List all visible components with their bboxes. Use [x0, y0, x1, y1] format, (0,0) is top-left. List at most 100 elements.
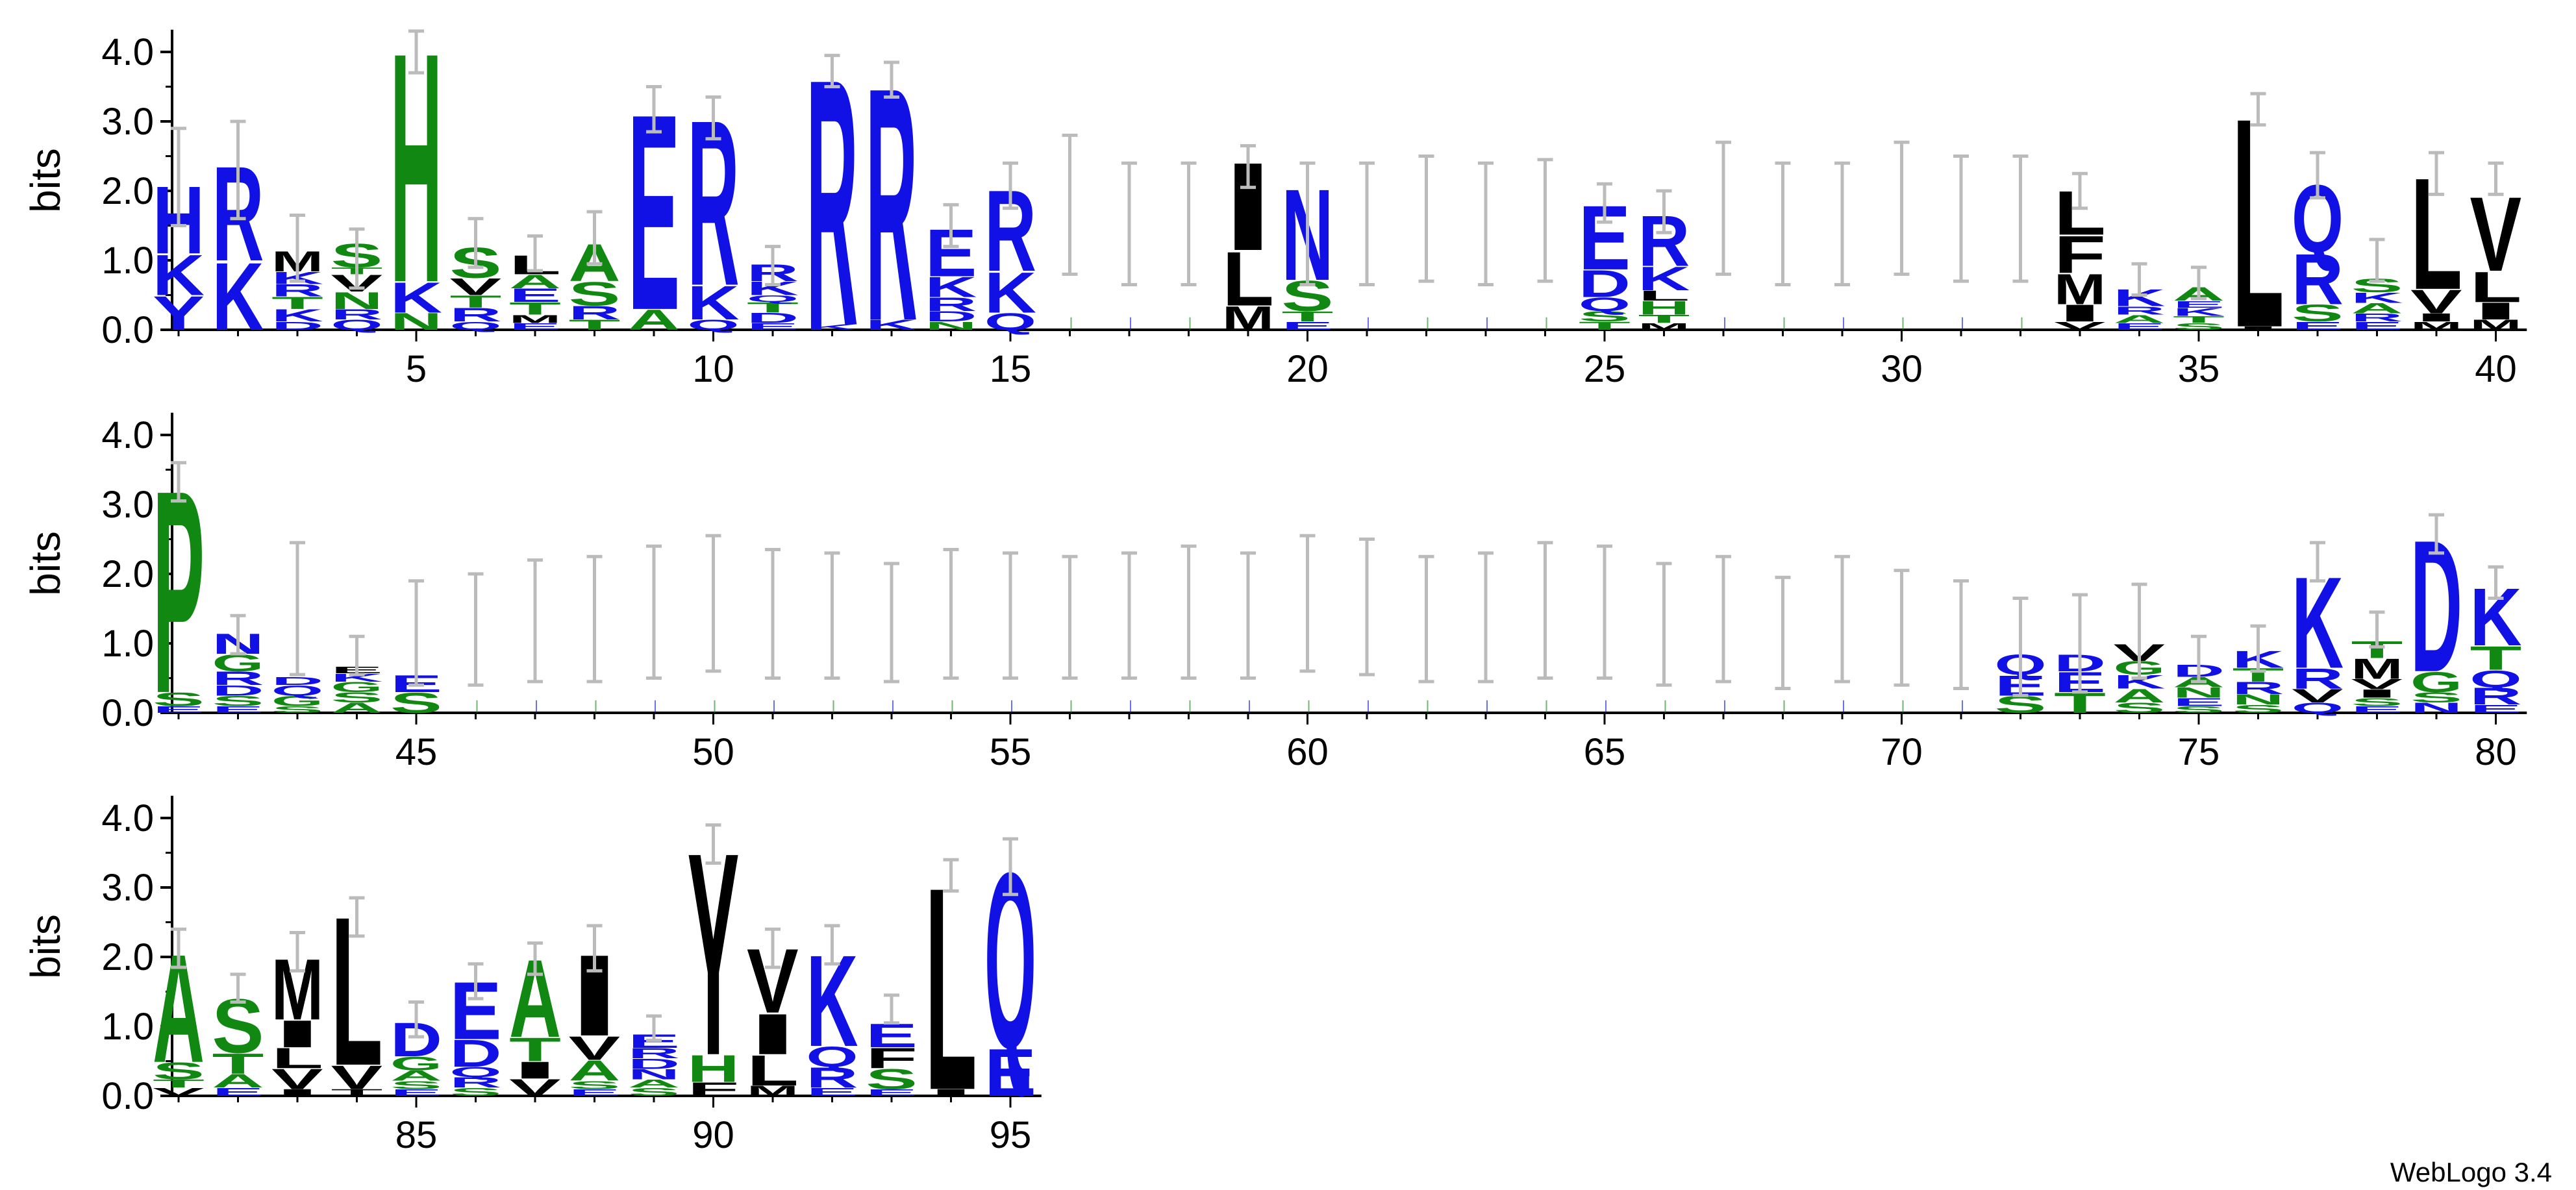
- error-bar: [1181, 161, 1197, 286]
- error-bar: [2191, 634, 2207, 684]
- logo-letter: T: [450, 292, 502, 312]
- logo-letter: S: [2114, 700, 2166, 716]
- error-bar: [2131, 582, 2147, 680]
- logo-column-47: [527, 558, 543, 713]
- error-bar: [1359, 161, 1375, 286]
- logo-column-55: [1003, 551, 1018, 713]
- logo-column-89: SANDRE: [628, 1014, 680, 1098]
- logo-letter: E: [153, 704, 205, 715]
- logo-letter: A: [2114, 686, 2166, 707]
- logo-letter: Q: [271, 682, 323, 699]
- logo-letter: M: [1638, 321, 1690, 332]
- logo-letter: R: [2232, 678, 2284, 698]
- logo-letter: E: [1282, 319, 1334, 332]
- logo-letter: D: [1579, 262, 1631, 305]
- error-bar: [1894, 140, 1910, 276]
- logo-letter: S: [390, 687, 442, 719]
- logo-column-2: KR: [212, 119, 264, 351]
- error-bar: [646, 1014, 662, 1042]
- y-tick-label: 3.0: [101, 867, 154, 909]
- error-bar: [1716, 140, 1731, 276]
- logo-column-63: [1478, 551, 1494, 713]
- logo-letter: E: [2292, 319, 2344, 332]
- x-tick-label: 5: [406, 348, 427, 390]
- y-axis-label: bits: [22, 148, 69, 213]
- x-tick-label: 75: [2178, 731, 2220, 773]
- error-bar: [230, 119, 246, 221]
- logo-letter: R: [628, 1045, 680, 1061]
- logo-letter: A: [628, 1077, 680, 1090]
- x-tick-label: 30: [1881, 348, 1923, 390]
- logo-letter: S: [569, 275, 621, 313]
- logo-letter: I: [271, 1013, 323, 1056]
- y-tick-label: 2.0: [101, 936, 154, 978]
- logo-letter: V: [509, 1074, 561, 1101]
- logo-letter: K: [390, 273, 442, 322]
- logo-letter: K: [2351, 290, 2403, 306]
- y-tick-label: 3.0: [101, 484, 154, 526]
- logo-letter: V: [331, 1058, 383, 1096]
- error-bar: [171, 927, 186, 969]
- logo-letter: S: [2292, 300, 2344, 327]
- logo-letter: T: [212, 1047, 264, 1080]
- logo-letter: Q: [688, 317, 740, 333]
- logo-letter: D: [747, 310, 799, 326]
- error-bar: [468, 572, 484, 687]
- logo-column-53: [884, 562, 899, 713]
- logo-letter: R: [271, 281, 323, 301]
- x-tick-label: 35: [2178, 348, 2220, 390]
- logo-letter: E: [747, 321, 799, 332]
- error-bar: [2488, 565, 2504, 600]
- logo-column-51: [765, 548, 781, 713]
- logo-column-64: [1537, 541, 1553, 713]
- logo-column-28: [1775, 161, 1791, 330]
- logo-letter: L: [271, 1042, 323, 1074]
- logo-letter: A: [331, 700, 383, 716]
- logo-letter: E: [866, 1087, 918, 1098]
- error-bar: [171, 127, 186, 227]
- logo-column-61: [1359, 538, 1375, 713]
- error-bar: [1121, 161, 1137, 286]
- logo-letter: A: [212, 1071, 264, 1092]
- logo-letter: A: [569, 1054, 621, 1087]
- logo-letter: S: [212, 693, 264, 709]
- logo-letter: T: [509, 1031, 561, 1069]
- logo-letter: T: [271, 293, 323, 313]
- logo-column-22: [1418, 155, 1434, 330]
- logo-column-56: [1062, 554, 1078, 713]
- logo-letter: S: [153, 688, 205, 710]
- error-bar: [1062, 554, 1078, 680]
- logo-letter: E: [212, 704, 264, 715]
- logo-column-16: [1062, 133, 1078, 330]
- logo-letter: L: [1638, 288, 1690, 304]
- logo-letter: F: [866, 1042, 918, 1074]
- logo-letter: N: [2410, 700, 2462, 716]
- logo-letter: M: [2470, 317, 2522, 333]
- logo-letter: A: [2351, 300, 2403, 316]
- logo-letter: K: [866, 317, 918, 333]
- logo-column-62: [1418, 554, 1434, 713]
- logo-letter: R: [807, 1061, 858, 1094]
- error-bar: [1478, 161, 1494, 286]
- error-bar: [2369, 610, 2385, 649]
- error-bar: [1240, 143, 1256, 190]
- error-bar: [1537, 541, 1553, 680]
- logo-letter: T: [2173, 314, 2225, 325]
- logo-letter: R: [212, 668, 264, 689]
- logo-letter: K: [153, 243, 205, 308]
- logo-letter: G: [271, 693, 323, 709]
- logo-letter: S: [271, 704, 323, 715]
- error-bar: [2072, 171, 2088, 210]
- logo-letter: E: [212, 1085, 264, 1098]
- logo-letter: R: [925, 294, 977, 316]
- logo-letter: R: [2292, 238, 2344, 319]
- logo-letter: A: [628, 304, 680, 336]
- error-bar: [1003, 551, 1018, 680]
- y-tick-label: 1.0: [101, 623, 154, 665]
- error-bar: [1537, 158, 1553, 283]
- error-bar: [349, 634, 365, 676]
